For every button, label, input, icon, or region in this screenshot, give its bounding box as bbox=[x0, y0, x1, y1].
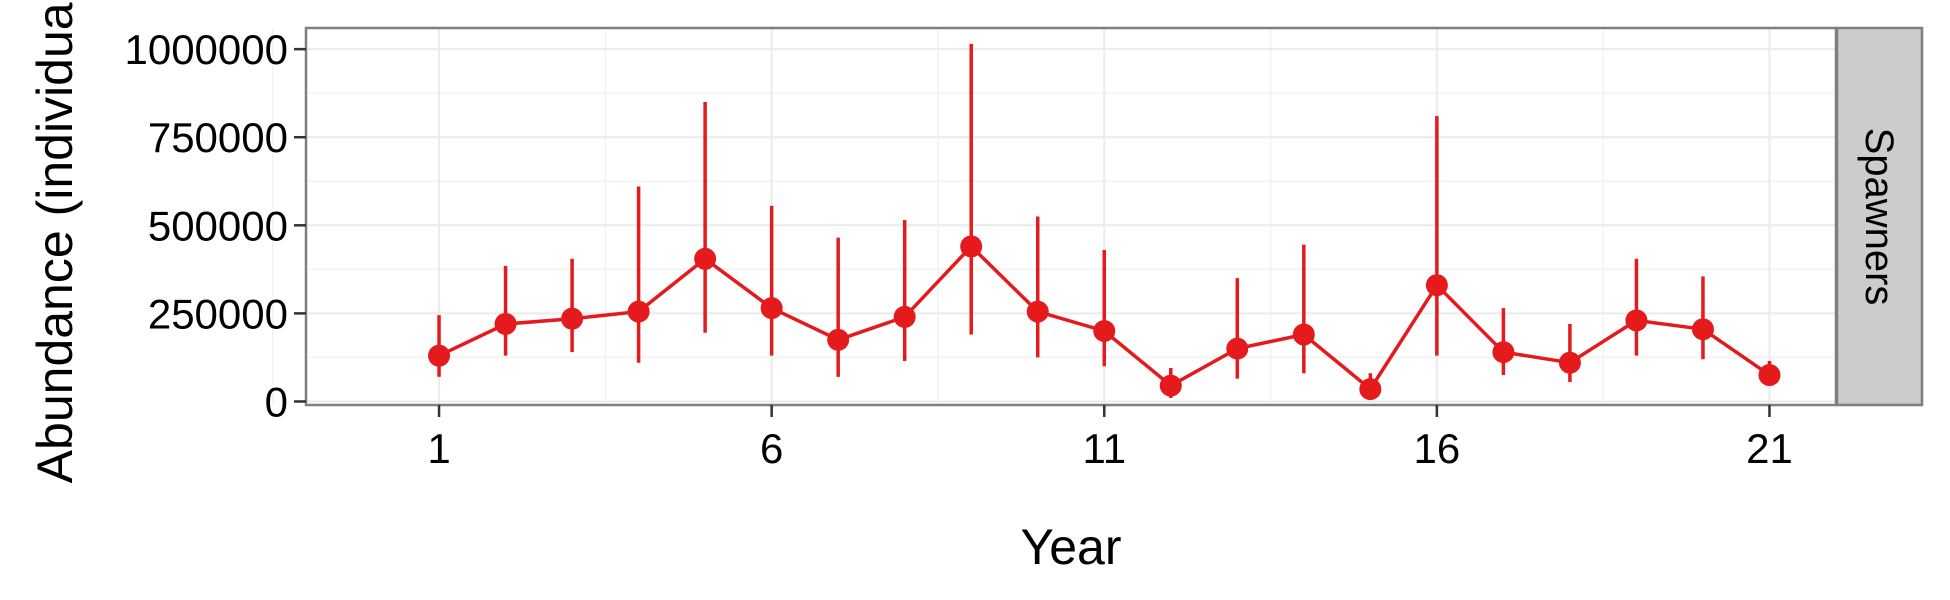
y-tick-label: 1000000 bbox=[124, 26, 288, 73]
data-point bbox=[827, 328, 850, 351]
x-axis: 1 6 11 16 21 bbox=[427, 405, 1793, 472]
data-point bbox=[1492, 341, 1515, 364]
data-point bbox=[1425, 274, 1448, 297]
y-tick-label: 500000 bbox=[148, 202, 288, 249]
data-point bbox=[760, 297, 783, 320]
y-tick-label: 750000 bbox=[148, 114, 288, 161]
data-point bbox=[1226, 337, 1249, 360]
plot-panel-background bbox=[306, 28, 1836, 405]
facet-strip bbox=[1835, 26, 1924, 407]
data-point bbox=[1359, 378, 1382, 401]
data-point bbox=[694, 247, 717, 270]
data-point bbox=[494, 312, 517, 335]
data-point bbox=[1026, 300, 1049, 323]
data-point bbox=[1625, 309, 1648, 332]
x-tick-label: 6 bbox=[760, 425, 783, 472]
x-axis-title: Year bbox=[1020, 519, 1121, 575]
y-tick-label: 0 bbox=[265, 378, 288, 425]
data-point bbox=[1159, 374, 1182, 397]
data-point bbox=[1758, 364, 1781, 387]
facet-strip-label: Spawners bbox=[1857, 128, 1901, 306]
data-point bbox=[960, 235, 983, 258]
y-axis: 0 250000 500000 750000 1000000 bbox=[124, 26, 306, 425]
data-point bbox=[428, 344, 451, 367]
data-point bbox=[1558, 351, 1581, 374]
data-point bbox=[561, 307, 584, 330]
x-tick-label: 21 bbox=[1746, 425, 1793, 472]
data-point bbox=[1691, 318, 1714, 341]
y-tick-label: 250000 bbox=[148, 290, 288, 337]
x-tick-label: 16 bbox=[1414, 425, 1461, 472]
y-axis-title: Abundance (individuals) bbox=[27, 0, 83, 483]
x-tick-label: 11 bbox=[1082, 425, 1126, 472]
data-point bbox=[893, 305, 916, 328]
series-layer bbox=[428, 43, 1781, 401]
x-tick-label: 1 bbox=[427, 425, 450, 472]
data-point bbox=[627, 300, 650, 323]
data-point bbox=[1292, 323, 1315, 346]
data-point bbox=[1093, 320, 1116, 343]
